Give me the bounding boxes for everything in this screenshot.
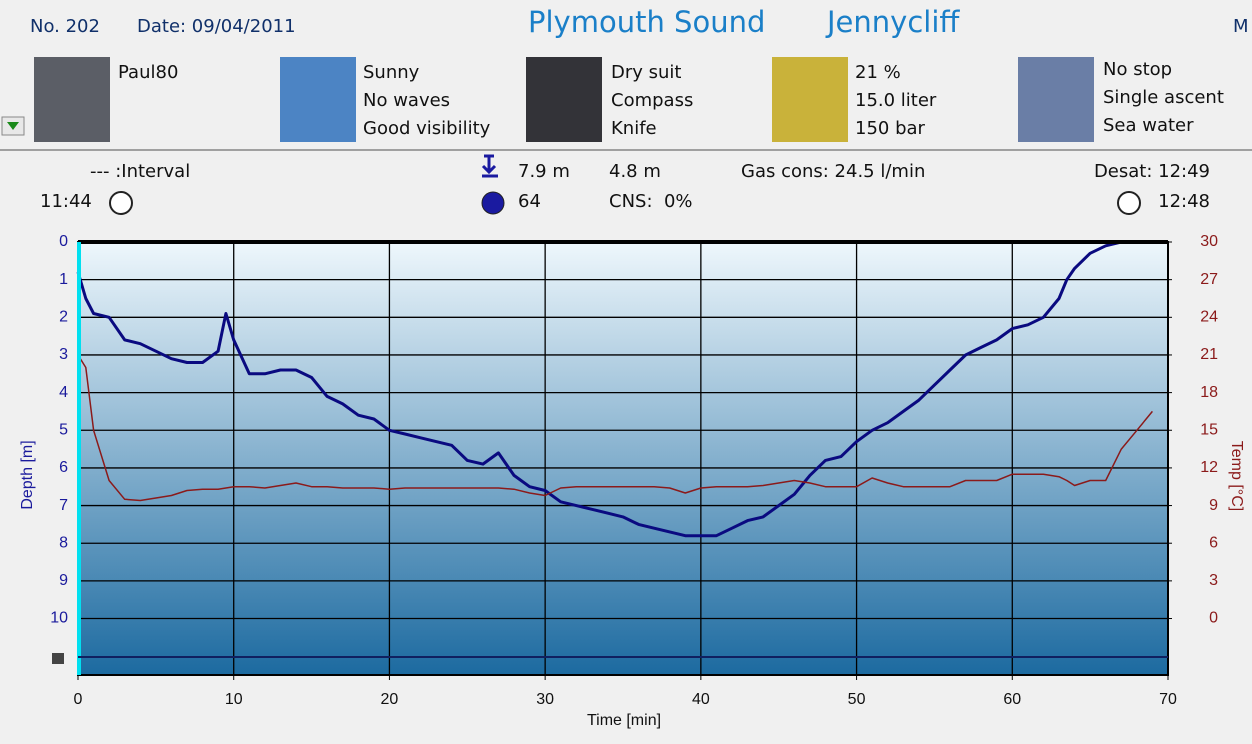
y-tick-label: 2 xyxy=(59,309,68,326)
x-tick-label: 70 xyxy=(1159,691,1177,708)
x-tick-label: 30 xyxy=(536,691,554,708)
plot-area xyxy=(78,242,1168,675)
location-name: Jennycliff xyxy=(825,5,960,39)
equipment-item: Dry suit xyxy=(611,62,681,83)
temperature-line xyxy=(77,354,1153,502)
condition: Sunny xyxy=(363,62,420,83)
depth-icon xyxy=(481,154,498,178)
cns: CNS: 0% xyxy=(609,191,693,212)
y2-tick-label: 15 xyxy=(1200,421,1218,438)
y2-tick-label: 21 xyxy=(1200,346,1218,363)
x-tick-label: 60 xyxy=(1003,691,1021,708)
diver-photo[interactable] xyxy=(34,57,110,142)
y-tick-label: 3 xyxy=(59,346,68,363)
y-tick-label: 9 xyxy=(59,572,68,589)
max-depth: 7.9 m xyxy=(518,161,570,182)
duration: 64 xyxy=(518,191,541,212)
exit-time: 12:48 xyxy=(1158,191,1210,212)
x-tick-label: 40 xyxy=(692,691,710,708)
trash-icon[interactable] xyxy=(52,653,64,664)
y2-tick-label: 12 xyxy=(1200,459,1218,476)
x-tick-label: 0 xyxy=(74,691,83,708)
x-axis-label: Time [min] xyxy=(587,712,661,729)
equipment-photo[interactable] xyxy=(526,57,602,142)
y-tick-label: 0 xyxy=(59,233,68,250)
y2-tick-label: 18 xyxy=(1200,384,1218,401)
cut-label: M xyxy=(1233,16,1249,37)
dropdown-arrow xyxy=(7,122,19,130)
y2-tick-label: 0 xyxy=(1209,610,1218,627)
depth-line xyxy=(76,240,1153,538)
condition: No waves xyxy=(363,90,450,111)
diver-name: Paul80 xyxy=(118,62,178,83)
gas-item: 15.0 liter xyxy=(855,90,937,111)
y-tick-label: 8 xyxy=(59,534,68,551)
desat-time: Desat: 12:49 xyxy=(1094,161,1210,182)
y-tick-label: 10 xyxy=(50,610,68,627)
y-tick-label: 1 xyxy=(59,271,68,288)
clock-icon xyxy=(109,191,133,215)
y2-tick-label: 6 xyxy=(1209,534,1218,551)
dive-date: Date: 09/04/2011 xyxy=(137,16,296,37)
y2-tick-label: 24 xyxy=(1200,309,1218,326)
dive-number: No. 202 xyxy=(30,16,100,37)
y2-tick-label: 30 xyxy=(1200,233,1218,250)
y-tick-label: 4 xyxy=(59,384,68,401)
site-name: Plymouth Sound xyxy=(528,5,765,39)
profile-photo[interactable] xyxy=(1018,57,1094,142)
clock-icon xyxy=(1117,191,1141,215)
weather-photo[interactable] xyxy=(280,57,356,142)
duration-icon xyxy=(481,191,505,215)
entry-time: 11:44 xyxy=(40,191,92,212)
profile-item: Sea water xyxy=(1103,115,1194,136)
profile-item: Single ascent xyxy=(1103,87,1224,108)
y-axis-label: Depth [m] xyxy=(19,440,36,509)
condition: Good visibility xyxy=(363,118,491,139)
gas-item: 150 bar xyxy=(855,118,926,139)
x-tick-label: 50 xyxy=(848,691,866,708)
y-tick-label: 7 xyxy=(59,497,68,514)
x-tick-label: 10 xyxy=(225,691,243,708)
y2-tick-label: 27 xyxy=(1200,271,1218,288)
y-tick-label: 5 xyxy=(59,421,68,438)
gas-item: 21 % xyxy=(855,62,901,83)
y2-tick-label: 3 xyxy=(1209,572,1218,589)
interval: --- :Interval xyxy=(90,161,190,182)
equipment-item: Compass xyxy=(611,90,693,111)
y2-tick-label: 9 xyxy=(1209,497,1218,514)
x-tick-label: 20 xyxy=(381,691,399,708)
y-tick-label: 6 xyxy=(59,459,68,476)
gas-consumption: Gas cons: 24.5 l/min xyxy=(741,161,925,182)
profile-item: No stop xyxy=(1103,59,1172,80)
y2-axis-label: Temp [°C] xyxy=(1228,441,1245,511)
equipment-item: Knife xyxy=(611,118,657,139)
avg-depth: 4.8 m xyxy=(609,161,661,182)
gas-photo[interactable] xyxy=(772,57,848,142)
